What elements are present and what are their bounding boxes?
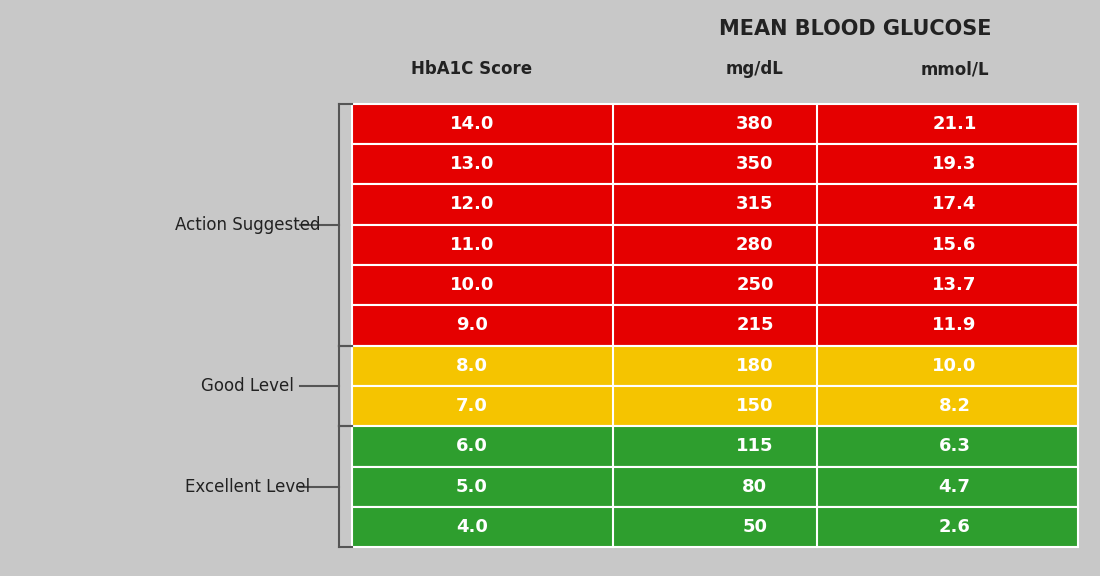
Text: 13.7: 13.7 bbox=[933, 276, 977, 294]
Text: 9.0: 9.0 bbox=[455, 316, 487, 335]
Bar bbox=[352, 265, 1078, 305]
Text: Good Level: Good Level bbox=[201, 377, 294, 395]
Text: 50: 50 bbox=[742, 518, 768, 536]
Text: 11.0: 11.0 bbox=[450, 236, 494, 254]
Text: 315: 315 bbox=[736, 195, 773, 214]
Text: 6.0: 6.0 bbox=[455, 437, 487, 456]
Text: 10.0: 10.0 bbox=[933, 357, 977, 375]
Text: 8.2: 8.2 bbox=[938, 397, 970, 415]
Text: 17.4: 17.4 bbox=[933, 195, 977, 214]
Bar bbox=[352, 507, 1078, 547]
Text: 8.0: 8.0 bbox=[455, 357, 487, 375]
Text: 5.0: 5.0 bbox=[455, 478, 487, 496]
Bar bbox=[352, 426, 1078, 467]
Text: 12.0: 12.0 bbox=[450, 195, 494, 214]
Bar bbox=[352, 144, 1078, 184]
Text: Excellent Level: Excellent Level bbox=[185, 478, 310, 496]
Text: 150: 150 bbox=[736, 397, 773, 415]
Text: 14.0: 14.0 bbox=[450, 115, 494, 133]
Text: mg/dL: mg/dL bbox=[726, 60, 784, 78]
Text: 115: 115 bbox=[736, 437, 773, 456]
Bar bbox=[352, 305, 1078, 346]
Text: 215: 215 bbox=[736, 316, 773, 335]
Text: 380: 380 bbox=[736, 115, 773, 133]
Text: 350: 350 bbox=[736, 155, 773, 173]
Text: mmol/L: mmol/L bbox=[921, 60, 989, 78]
Text: 4.7: 4.7 bbox=[938, 478, 970, 496]
Text: 21.1: 21.1 bbox=[933, 115, 977, 133]
Text: 250: 250 bbox=[736, 276, 773, 294]
Text: Action Suggested: Action Suggested bbox=[175, 215, 320, 234]
Text: 6.3: 6.3 bbox=[938, 437, 970, 456]
Text: 2.6: 2.6 bbox=[938, 518, 970, 536]
Bar bbox=[352, 184, 1078, 225]
Bar bbox=[352, 104, 1078, 144]
Text: 19.3: 19.3 bbox=[933, 155, 977, 173]
Text: 11.9: 11.9 bbox=[933, 316, 977, 335]
Text: 280: 280 bbox=[736, 236, 773, 254]
Text: 15.6: 15.6 bbox=[933, 236, 977, 254]
Text: 80: 80 bbox=[742, 478, 768, 496]
Text: 180: 180 bbox=[736, 357, 773, 375]
Text: 4.0: 4.0 bbox=[455, 518, 487, 536]
Text: MEAN BLOOD GLUCOSE: MEAN BLOOD GLUCOSE bbox=[718, 19, 991, 39]
Bar bbox=[352, 467, 1078, 507]
Text: 7.0: 7.0 bbox=[455, 397, 487, 415]
Bar bbox=[352, 346, 1078, 386]
Bar bbox=[352, 386, 1078, 426]
Text: 10.0: 10.0 bbox=[450, 276, 494, 294]
Text: 13.0: 13.0 bbox=[450, 155, 494, 173]
Bar bbox=[352, 225, 1078, 265]
Text: HbA1C Score: HbA1C Score bbox=[411, 60, 532, 78]
